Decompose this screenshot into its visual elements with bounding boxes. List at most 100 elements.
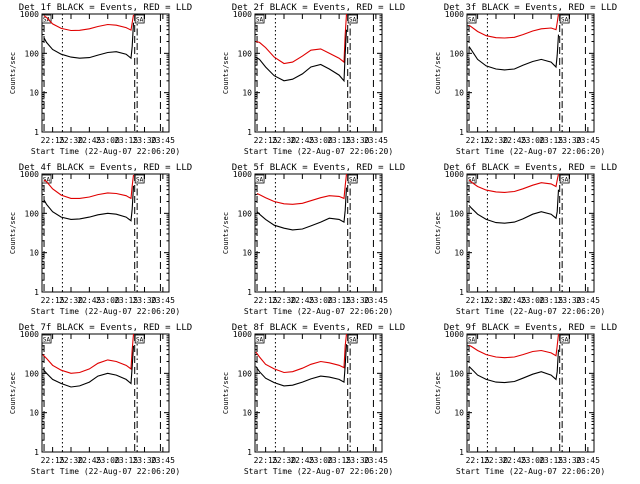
saa-box-frame (559, 14, 570, 24)
x-tick-label: 23:15 (327, 456, 351, 465)
plot-frame (466, 173, 595, 293)
y-axis-label: Counts/sec (9, 212, 17, 254)
y-tick-label: 1000 (445, 330, 464, 339)
saa-box-frame (347, 14, 358, 24)
x-tick-label: 23:15 (539, 456, 563, 465)
x-tick-label: 23:30 (345, 296, 369, 305)
x-tick-label: 22:45 (77, 296, 101, 305)
x-tick-label: 23:30 (132, 136, 156, 145)
y-tick-label: 100 (450, 49, 465, 58)
x-tick-label: 22:15 (254, 136, 278, 145)
x-tick-label: 22:45 (77, 456, 101, 465)
plot-frame (41, 13, 170, 133)
saa-box-frame (559, 334, 570, 344)
x-tick-label: 23:45 (364, 136, 388, 145)
x-axis-label: Start Time (22-Aug-07 22:06:20) (456, 307, 605, 316)
x-tick-label: 23:45 (364, 296, 388, 305)
x-tick-label: 22:30 (59, 296, 83, 305)
saa-box-label: SA (136, 337, 144, 344)
lld-series-line (43, 14, 135, 32)
x-tick-label: 23:00 (96, 456, 120, 465)
saa-box-frame (41, 14, 52, 24)
x-tick-label: 23:15 (327, 136, 351, 145)
y-tick-label: 1 (247, 448, 252, 457)
y-tick-label: 10 (454, 89, 464, 98)
saa-box-label: SA (561, 337, 569, 344)
plot-frame (254, 13, 383, 133)
saa-box-label: SA (136, 177, 144, 184)
panel-title: Det 7f BLACK = Events, RED = LLD (19, 323, 192, 333)
saa-box-label: SA (43, 337, 51, 344)
x-tick-label: 23:30 (557, 456, 581, 465)
saa-box-label: SA (43, 177, 51, 184)
saa-box-label: SA (256, 337, 264, 344)
y-tick-label: 10 (454, 409, 464, 418)
saa-box: SA (41, 334, 52, 344)
y-tick-label: 1000 (445, 10, 464, 19)
x-tick-label: 23:15 (539, 136, 563, 145)
y-tick-label: 10 (454, 249, 464, 258)
y-tick-label: 100 (238, 369, 253, 378)
x-tick-label: 22:45 (290, 296, 314, 305)
panel-title: Det 8f BLACK = Events, RED = LLD (232, 323, 405, 333)
saa-box-label: SA (561, 177, 569, 184)
x-axis-label: Start Time (22-Aug-07 22:06:20) (31, 307, 180, 316)
panel-title: Det 2f BLACK = Events, RED = LLD (232, 3, 405, 13)
x-tick-label: 22:15 (466, 296, 490, 305)
events-series-line (42, 345, 135, 388)
x-tick-label: 23:45 (576, 296, 600, 305)
y-tick-label: 10 (29, 249, 39, 258)
y-tick-label: 1000 (20, 10, 39, 19)
saa-box-label: SA (468, 17, 476, 24)
panel-7: Det 7f BLACK = Events, RED = LLD 1 10 100 10… (9, 323, 192, 476)
saa-box: SA (254, 334, 265, 344)
y-tick-label: 100 (25, 49, 40, 58)
x-tick-label: 22:30 (272, 456, 296, 465)
x-tick-label: 22:45 (290, 136, 314, 145)
saa-box: SA (559, 14, 570, 24)
y-tick-label: 10 (29, 409, 39, 418)
x-tick-label: 23:00 (96, 136, 120, 145)
saa-box-label: SA (349, 337, 357, 344)
plot-frame (41, 333, 170, 453)
x-tick-label: 23:30 (345, 136, 369, 145)
y-tick-label: 100 (25, 209, 40, 218)
x-tick-label: 22:15 (41, 456, 65, 465)
y-tick-label: 1000 (445, 170, 464, 179)
saa-box: SA (466, 334, 477, 344)
x-tick-label: 23:00 (521, 136, 545, 145)
saa-box-frame (466, 14, 477, 24)
x-tick-label: 23:30 (345, 456, 369, 465)
panel-8: Det 8f BLACK = Events, RED = LLD 1 10 100 10… (222, 323, 405, 476)
y-tick-label: 1 (247, 288, 252, 297)
x-tick-label: 23:30 (132, 456, 156, 465)
saa-box-label: SA (561, 17, 569, 24)
saa-box: SA (254, 174, 265, 184)
plot-frame (254, 173, 383, 293)
y-axis-label: Counts/sec (434, 212, 442, 254)
x-axis-label: Start Time (22-Aug-07 22:06:20) (31, 467, 180, 476)
panel-title: Det 4f BLACK = Events, RED = LLD (19, 163, 192, 173)
x-tick-label: 22:45 (502, 296, 526, 305)
x-tick-label: 23:30 (132, 296, 156, 305)
saa-box-frame (134, 14, 145, 24)
lld-series-line (255, 333, 348, 374)
lld-series-line (43, 174, 135, 200)
x-tick-label: 23:30 (557, 296, 581, 305)
y-tick-label: 100 (238, 209, 253, 218)
x-tick-label: 23:00 (309, 136, 333, 145)
saa-box-frame (466, 174, 477, 184)
lld-series-line (255, 13, 348, 65)
lld-series-line (468, 333, 560, 359)
saa-box-label: SA (43, 17, 51, 24)
plot-frame (254, 333, 383, 453)
events-series-line (468, 34, 560, 71)
saa-box: SA (347, 14, 358, 24)
saa-box-frame (41, 334, 52, 344)
saa-box: SA (466, 174, 477, 184)
x-tick-label: 22:30 (484, 136, 508, 145)
panel-title: Det 3f BLACK = Events, RED = LLD (444, 3, 617, 13)
lld-series-line (468, 173, 560, 193)
